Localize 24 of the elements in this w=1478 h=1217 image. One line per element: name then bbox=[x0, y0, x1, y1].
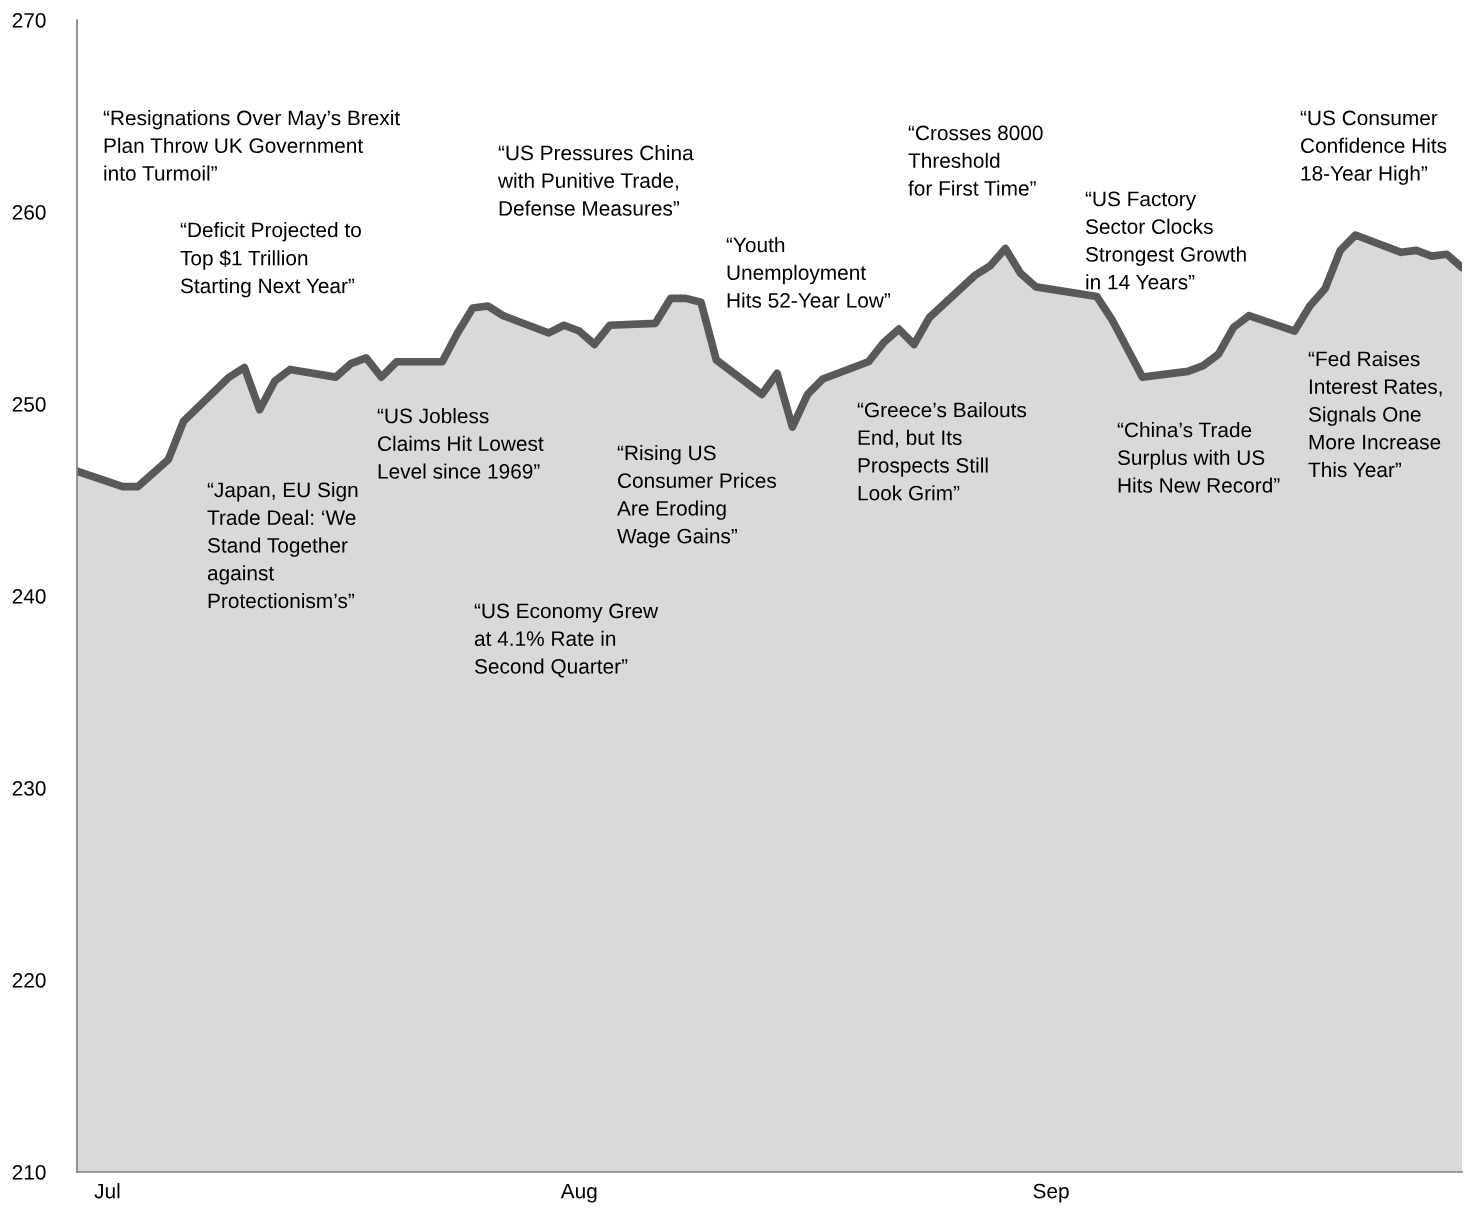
annotation: “Greece’s Bailouts End, but Its Prospects Still Look Grim” bbox=[857, 402, 1027, 501]
x-tick-label: Jul bbox=[94, 1183, 120, 1199]
annotation: “Deficit Projected to Top $1 Trillion Starting Next Year” bbox=[180, 222, 361, 298]
annotation: “Fed Raises Interest Rates, Signals One More Increase This Year” bbox=[1308, 351, 1442, 478]
y-tick-label: 220 bbox=[12, 973, 46, 988]
y-tick-label: 260 bbox=[12, 205, 46, 220]
annotation: “Crosses 8000 Threshold for First Time” bbox=[908, 125, 1043, 196]
annotation: “US Economy Grew at 4.1% Rate in Second Quarter” bbox=[474, 603, 659, 678]
x-tick-label: Aug bbox=[560, 1183, 597, 1203]
y-tick-label: 250 bbox=[12, 397, 46, 412]
annotation: “Japan, EU Sign Trade Deal: ‘We Stand Together against Protectionism’s” bbox=[207, 482, 358, 609]
annotation: “US Factory Sector Clocks Strongest Growth in 14 Years” bbox=[1085, 191, 1246, 290]
y-tick-label: 210 bbox=[12, 1165, 46, 1180]
annotation: “US Consumer Confidence Hits 18-Year High” bbox=[1300, 110, 1447, 185]
y-tick-label: 240 bbox=[12, 589, 46, 604]
y-tick-label: 270 bbox=[12, 13, 46, 28]
annotation: “Resignations Over May’s Brexit Plan Throw UK Government into Turmoil” bbox=[103, 110, 401, 181]
annotation: “China’s Trade Surplus with US Hits New Record” bbox=[1117, 422, 1280, 493]
annotation: “Youth Unemployment Hits 52-Year Low” bbox=[726, 237, 891, 308]
annotation: “US Pressures China with Punitive Trade, Defense Measures” bbox=[497, 145, 694, 216]
annotation: “Rising US Consumer Prices Are Eroding Wage Gains” bbox=[617, 445, 777, 548]
y-tick-label: 230 bbox=[12, 781, 46, 796]
annotation: “US Jobless Claims Hit Lowest Level since 1969” bbox=[377, 408, 544, 479]
x-tick-label: Sep bbox=[1033, 1183, 1069, 1203]
